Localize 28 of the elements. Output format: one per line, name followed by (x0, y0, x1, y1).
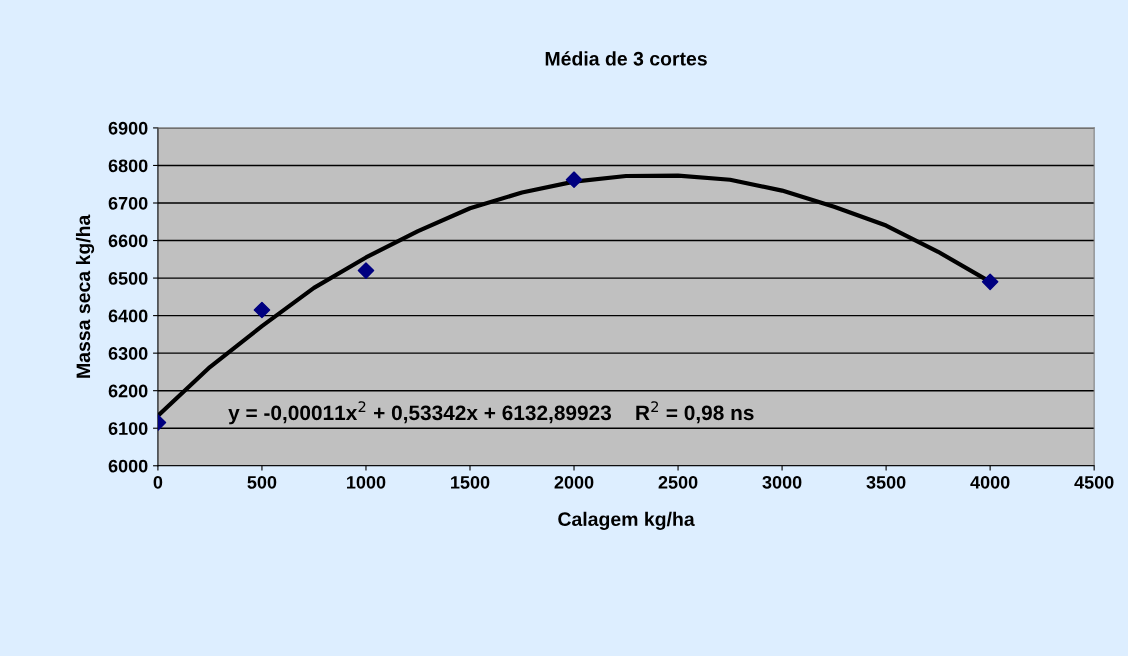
y-tick-label: 6800 (108, 159, 148, 173)
y-tick-label: 6200 (108, 384, 148, 398)
y-axis-title: Massa seca kg/ha (75, 214, 95, 378)
x-tick-label: 1500 (451, 475, 490, 489)
x-tick-label: 4000 (970, 475, 1010, 489)
y-tick-label: 6600 (108, 234, 148, 248)
x-tick-label: 2000 (554, 475, 594, 489)
point (357, 262, 375, 279)
x-tick-label: 3500 (866, 475, 906, 489)
x-tick-label: 4500 (1074, 475, 1114, 489)
y-tick-label: 6400 (108, 309, 148, 323)
x-tick-label: 3000 (762, 475, 802, 489)
y-tick-label: 6100 (108, 422, 148, 435)
point (981, 273, 999, 291)
x-tick-label: 0 (153, 475, 163, 489)
x-tick-label: 1000 (347, 475, 386, 489)
y-tick-label: 6300 (108, 347, 148, 360)
annotation: y = -0,00011x$^{2}$ + 0,53342x + 6132,89923 R$^{2}$ = 0,98 ns (228, 401, 754, 425)
point (253, 301, 271, 319)
x-axis-title: Calagem kg/ha (558, 511, 695, 530)
x-tick-label: 500 (247, 475, 277, 489)
x-tick-label: 2500 (658, 475, 698, 489)
chart-title: Média de 3 cortes (545, 51, 707, 66)
y-tick-label: 6700 (108, 196, 148, 210)
y-tick-label: 6500 (108, 272, 148, 285)
y-tick-label: 6900 (108, 121, 148, 135)
y-tick-label: 6000 (108, 459, 148, 473)
point (565, 171, 583, 189)
